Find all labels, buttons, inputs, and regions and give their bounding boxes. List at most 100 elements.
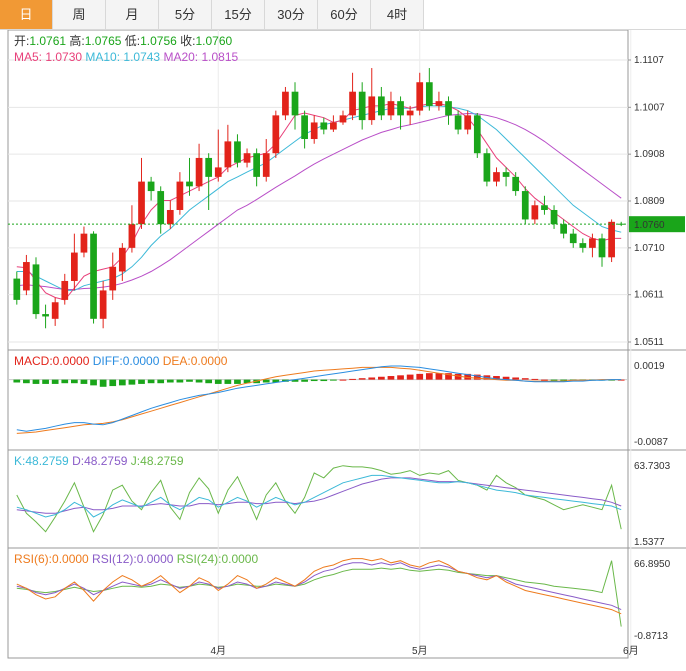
chart-area: 1.1107 1.1007 1.0908 1.0809 1.0710 1.0611 1.05… bbox=[7, 30, 686, 659]
macd-bar bbox=[214, 379, 222, 384]
tab-5[interactable]: 30分 bbox=[265, 0, 318, 30]
rsi-legend-value: 0.0000 bbox=[52, 552, 89, 566]
macd-bar bbox=[349, 378, 356, 380]
ma20-line bbox=[16, 112, 622, 290]
candle-body bbox=[13, 278, 21, 300]
tab-2[interactable]: 月 bbox=[106, 0, 159, 30]
rsi-tick-label: -0.8713 bbox=[634, 631, 668, 642]
candle-body bbox=[425, 82, 433, 106]
candle-body bbox=[320, 122, 328, 130]
ohlc-legend-label: 收: bbox=[177, 34, 196, 48]
macd-bar bbox=[378, 376, 385, 380]
macd-bar bbox=[138, 379, 145, 384]
macd-bar bbox=[234, 379, 241, 384]
kdj-panel bbox=[16, 465, 622, 533]
candle-body bbox=[541, 205, 548, 210]
ohlc-legend: 开:1.0761 高:1.0765 低:1.0756 收:1.0760 bbox=[14, 33, 232, 48]
macd-legend-label: MACD: bbox=[14, 354, 53, 368]
x-axis-label: 5月 bbox=[412, 645, 428, 657]
macd-bar bbox=[32, 379, 40, 384]
macd-bar bbox=[42, 379, 49, 384]
x-axis-label: 4月 bbox=[210, 645, 226, 657]
tab-3[interactable]: 5分 bbox=[159, 0, 212, 30]
macd-bar bbox=[243, 379, 251, 384]
kdj-legend: K:48.2759 D:48.2759 J:48.2759 bbox=[14, 454, 184, 468]
tab-4[interactable]: 15分 bbox=[212, 0, 265, 30]
grid-lines bbox=[8, 30, 632, 658]
candle-body bbox=[560, 224, 567, 234]
candle-body bbox=[502, 172, 510, 177]
current-price-badge bbox=[629, 216, 685, 233]
candles bbox=[8, 68, 628, 329]
macd-bar bbox=[435, 373, 443, 380]
rsi6-line bbox=[16, 558, 622, 615]
kdj-legend-label: K: bbox=[14, 454, 25, 468]
candle-body bbox=[406, 110, 414, 116]
tab-7[interactable]: 4时 bbox=[371, 0, 424, 30]
rsi24-line bbox=[16, 560, 622, 627]
macd-bar bbox=[195, 379, 203, 383]
d-line bbox=[16, 477, 622, 514]
candle-body bbox=[128, 224, 136, 248]
kdj-tick-label: 63.7303 bbox=[634, 461, 671, 472]
ma-lines bbox=[16, 102, 622, 301]
tab-0[interactable]: 日 bbox=[0, 0, 53, 30]
candle-body bbox=[61, 280, 69, 300]
macd-bar bbox=[560, 379, 567, 381]
macd-bar bbox=[166, 379, 174, 383]
rsi-legend-label: RSI(6): bbox=[14, 552, 52, 566]
macd-bar bbox=[128, 379, 136, 385]
macd-bar bbox=[531, 378, 539, 380]
rsi-tick-label: 66.8950 bbox=[634, 559, 671, 570]
candle-body bbox=[42, 314, 49, 317]
period-tabs: 日周月 5分 15分 30分 60分 4时 bbox=[0, 0, 686, 30]
candle-body bbox=[272, 115, 280, 154]
macd-bar bbox=[358, 378, 366, 380]
macd-bar bbox=[550, 379, 558, 381]
ohlc-legend-value: 1.0765 bbox=[85, 34, 122, 48]
macd-legend-label: DEA: bbox=[159, 354, 190, 368]
rsi-legend-value: 0.0000 bbox=[221, 552, 258, 566]
x-axis-label: 6月 bbox=[623, 645, 639, 657]
price-tick-label: 1.1107 bbox=[634, 55, 664, 66]
macd-bar bbox=[23, 379, 30, 384]
candle-body bbox=[368, 96, 376, 121]
kdj-legend-label: D: bbox=[69, 454, 84, 468]
macd-bar bbox=[51, 379, 59, 384]
macd-bar bbox=[493, 376, 500, 380]
candle-body bbox=[118, 247, 126, 272]
macd-bar bbox=[541, 379, 548, 381]
candle-body bbox=[445, 101, 452, 116]
kdj-tick-label: 1.5377 bbox=[634, 537, 665, 548]
ohlc-legend-label: 低: bbox=[121, 34, 140, 48]
kdj-legend-value: 48.2759 bbox=[140, 454, 184, 468]
macd-panel bbox=[8, 365, 628, 434]
candle-body bbox=[454, 115, 462, 130]
price-tick-label: 1.1007 bbox=[634, 102, 665, 113]
candle-body bbox=[262, 153, 270, 177]
macd-bar bbox=[176, 379, 184, 383]
price-tick-label: 1.0908 bbox=[634, 149, 665, 160]
tab-1[interactable]: 周 bbox=[53, 0, 106, 30]
candle-body bbox=[166, 209, 174, 225]
macd-bar bbox=[608, 379, 615, 381]
candle-body bbox=[71, 252, 78, 281]
macd-bar bbox=[339, 379, 347, 381]
price-tick-label: 1.0809 bbox=[634, 196, 665, 207]
candle-body bbox=[195, 157, 203, 187]
tab-6[interactable]: 60分 bbox=[318, 0, 371, 30]
price-tick-label: 1.0611 bbox=[634, 290, 664, 301]
chart-frame bbox=[7, 30, 686, 659]
candle-body bbox=[282, 91, 289, 116]
macd-bar bbox=[320, 379, 328, 382]
rsi-panel bbox=[16, 558, 622, 627]
candle-body bbox=[243, 153, 251, 163]
ohlc-legend-value: 1.0760 bbox=[195, 34, 232, 48]
candle-body bbox=[32, 264, 40, 315]
macd-bar bbox=[617, 379, 625, 381]
ma-legend-label: MA10: bbox=[82, 50, 123, 64]
candle-body bbox=[138, 181, 145, 225]
candle-body bbox=[521, 191, 529, 220]
candle-body bbox=[483, 153, 491, 182]
candle-body bbox=[531, 205, 539, 220]
